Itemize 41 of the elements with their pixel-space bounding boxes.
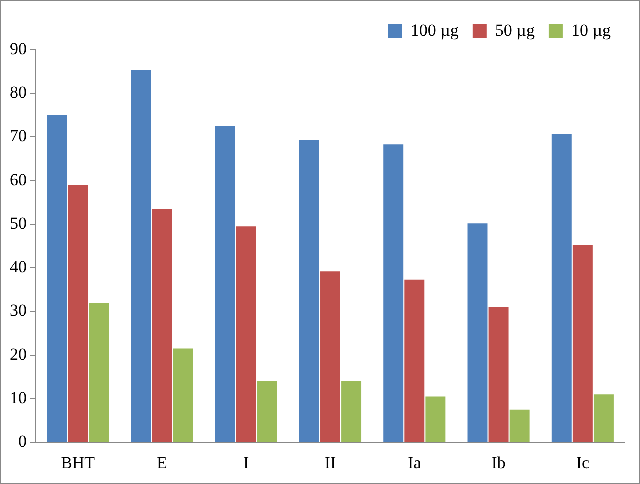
y-tick-label: 20 — [10, 344, 27, 364]
bar — [426, 396, 446, 442]
legend-label: 10 µg — [571, 20, 612, 40]
y-tick-label: 80 — [10, 83, 27, 102]
bar — [320, 272, 340, 442]
y-tick-label: 90 — [10, 39, 27, 58]
bar — [299, 140, 320, 442]
x-tick-label: Ia — [408, 453, 422, 472]
bar — [215, 126, 236, 442]
bar — [510, 410, 530, 442]
x-tick-label: Ic — [576, 453, 590, 472]
y-tick-label: 50 — [10, 214, 27, 233]
legend-label: 50 µg — [495, 20, 536, 40]
bar — [152, 209, 172, 442]
bar — [131, 70, 152, 442]
bar — [572, 244, 593, 442]
bar — [257, 382, 278, 442]
bar — [68, 185, 88, 442]
x-tick-label: I — [244, 453, 250, 472]
bar — [594, 394, 614, 442]
bar — [236, 226, 256, 442]
y-tick-label: 60 — [10, 170, 27, 190]
x-tick-label: II — [324, 453, 336, 472]
y-tick-label: 0 — [18, 432, 27, 452]
bar — [404, 280, 425, 442]
bar — [488, 307, 509, 442]
bar — [552, 134, 572, 442]
y-tick-label: 30 — [10, 301, 27, 320]
bar — [342, 382, 362, 442]
bar — [384, 144, 404, 442]
x-tick-label: BHT — [61, 453, 96, 472]
y-tick-label: 40 — [10, 258, 27, 277]
bar — [468, 224, 488, 442]
y-tick-label: 70 — [10, 126, 27, 146]
x-tick-label: Ib — [492, 453, 506, 472]
bar — [89, 303, 110, 442]
y-tick-label: 10 — [10, 388, 27, 408]
x-tick-label: E — [157, 453, 168, 472]
legend-label: 100 µg — [410, 20, 460, 40]
bar — [47, 115, 68, 442]
bar — [173, 348, 194, 442]
